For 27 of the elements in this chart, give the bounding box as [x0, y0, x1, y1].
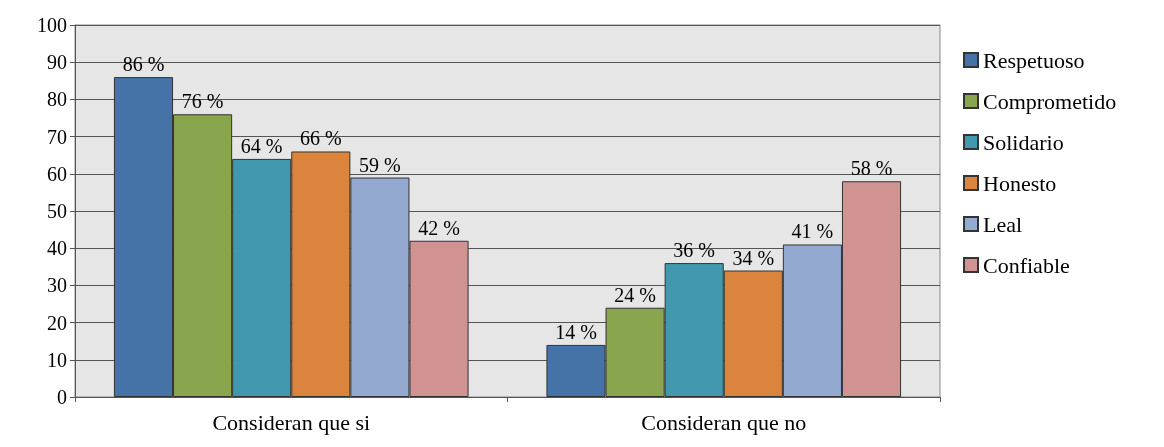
data-label: 64 % [240, 134, 283, 157]
y-tick-label: 70 [47, 125, 67, 148]
y-tick-label: 90 [47, 51, 67, 74]
y-tick-label: 0 [57, 386, 67, 408]
y-tick-label: 30 [47, 274, 67, 297]
legend-label: Confiable [983, 252, 1070, 278]
data-label: 34 % [732, 246, 775, 269]
data-label: 58 % [850, 157, 893, 180]
legend-label: Solidario [983, 129, 1064, 155]
y-tick-label: 10 [47, 348, 67, 371]
data-label: 14 % [555, 320, 597, 343]
x-tick-label: Consideran que no [641, 409, 807, 435]
legend-label: Respetuoso [983, 47, 1085, 73]
y-tick-label: 40 [47, 237, 67, 260]
y-tick-label: 20 [47, 311, 67, 334]
y-tick-label: 50 [47, 200, 67, 222]
y-tick-label: 80 [47, 88, 67, 111]
data-label: 41 % [791, 220, 834, 243]
legend-label: Comprometido [983, 88, 1117, 114]
data-label: 24 % [614, 283, 656, 306]
y-tick-label: 60 [47, 162, 67, 185]
data-label: 59 % [359, 153, 401, 176]
legend-label: Honesto [983, 170, 1057, 196]
legend-label: Leal [983, 211, 1023, 237]
data-label: 42 % [418, 216, 460, 239]
x-tick-label: Consideran que si [212, 409, 371, 435]
y-tick-label: 100 [37, 14, 67, 36]
